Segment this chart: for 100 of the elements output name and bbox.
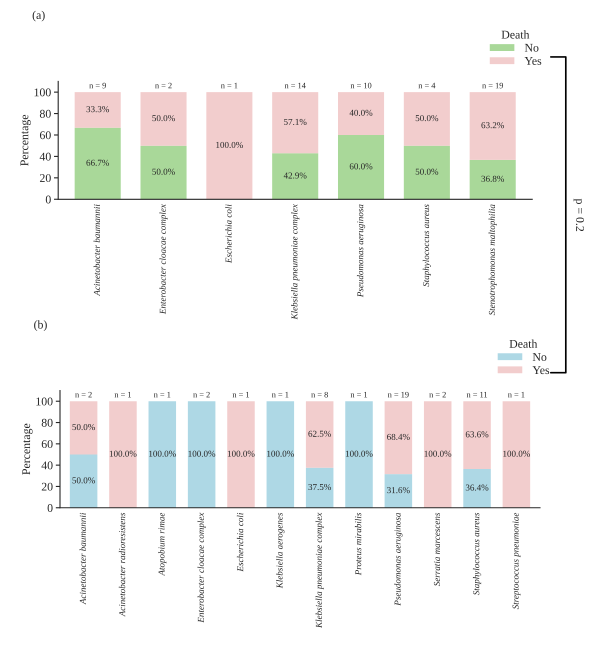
bar <box>384 474 412 508</box>
data-label: 42.9% <box>284 172 307 179</box>
x-tick-label: Enterobacter cloacae complex <box>198 512 206 623</box>
data-label: 31.6% <box>387 487 410 494</box>
legend-label: No <box>524 44 538 52</box>
x-tick-label: Acinetobacter baumannii <box>80 512 86 605</box>
data-label: 100.0% <box>346 450 373 457</box>
bar <box>470 92 516 160</box>
bar <box>74 92 121 128</box>
bar <box>70 454 98 508</box>
y-tick-label: 60 <box>40 131 51 140</box>
x-tick-label: Staphylococcus aureus <box>472 512 482 596</box>
bar <box>404 92 450 146</box>
bar <box>404 146 450 200</box>
annotation: n = 2 <box>75 392 92 398</box>
bar <box>148 401 176 508</box>
annotation: n = 1 <box>114 392 132 398</box>
annotation: n = 9 <box>89 82 106 88</box>
data-label: 36.4% <box>466 484 488 491</box>
y-tick-label: 40 <box>40 152 51 161</box>
x-tick-label: Stenotrophomonas maltophilia <box>488 204 497 316</box>
annotation: n = 4 <box>418 82 436 88</box>
y-axis-title: Percentage <box>20 114 31 166</box>
data-label: 37.5% <box>308 484 332 490</box>
annotation: n = 1 <box>350 392 368 398</box>
annotation: n = 19 <box>482 82 504 88</box>
data-label: 50.0% <box>152 168 175 175</box>
data-label: 50.0% <box>72 477 95 484</box>
data-label: 66.7% <box>86 160 110 166</box>
data-label: 100.0% <box>228 450 255 457</box>
bar <box>206 92 252 200</box>
data-label: 50.0% <box>72 424 95 430</box>
bar <box>345 401 373 508</box>
annotation: n = 1 <box>232 392 250 398</box>
bar <box>338 134 384 200</box>
y-tick-label: 100 <box>36 397 53 406</box>
bar <box>306 468 334 508</box>
annotation: n = 8 <box>311 392 328 398</box>
x-tick-label: Escherichia coli <box>225 204 232 264</box>
chart-title: (a) <box>32 10 45 22</box>
data-label: 60.0% <box>350 163 372 170</box>
annotation: n = 10 <box>350 82 372 88</box>
chart-title: (b) <box>34 320 47 331</box>
x-tick-label: Streptococcus pneumoniae <box>512 512 520 610</box>
legend-label: No <box>532 353 546 361</box>
legend-label: Yes <box>524 57 542 65</box>
data-label: 57.1% <box>284 118 307 126</box>
legend-title: Death <box>510 340 538 348</box>
y-tick-label: 20 <box>42 482 53 491</box>
y-tick-label: 100 <box>34 88 51 96</box>
bar <box>470 160 516 200</box>
data-label: 68.4% <box>387 434 410 440</box>
data-label: 100.0% <box>424 450 452 457</box>
annotation: n = 19 <box>388 392 409 398</box>
data-label: 50.0% <box>416 168 438 175</box>
data-label: 36.8% <box>481 176 504 182</box>
data-label: 100.0% <box>110 450 137 457</box>
x-tick-label: Pseudomonas aeruginosa <box>356 204 366 298</box>
bar <box>109 401 137 508</box>
annotation: n = 14 <box>284 82 306 88</box>
bar <box>188 401 216 508</box>
bar <box>272 153 318 200</box>
y-tick-label: 0 <box>46 196 51 204</box>
x-tick-label: Staphylococcus aureus <box>422 204 431 287</box>
data-label: 100.0% <box>149 450 176 457</box>
bar <box>424 401 452 508</box>
y-tick-label: 80 <box>42 418 53 427</box>
data-label: 100.0% <box>267 450 294 457</box>
data-label: 50.0% <box>152 115 175 122</box>
data-label: 33.3% <box>86 106 110 112</box>
data-label: 63.6% <box>466 431 488 438</box>
annotation: n = 1 <box>272 392 288 398</box>
legend-label: Yes <box>532 366 550 374</box>
x-tick-label: Klebsiella pneumoniae complex <box>291 204 300 320</box>
bar <box>140 146 187 200</box>
x-tick-label: Pseudomonas aeruginosa <box>394 512 402 606</box>
annotation: n = 1 <box>220 82 238 88</box>
data-label: 63.2% <box>481 122 504 128</box>
y-tick-label: 60 <box>42 440 53 448</box>
x-tick-label: Proteus mirabilis <box>354 512 362 576</box>
bar <box>306 401 334 468</box>
y-axis-title: Percentage <box>22 424 33 475</box>
x-tick-label: Klebsiella aerogenes <box>276 512 284 588</box>
data-label: 62.5% <box>308 430 332 437</box>
bar <box>384 401 412 474</box>
x-tick-label: Atopobium rimae <box>158 512 166 576</box>
bar <box>140 92 187 146</box>
bar <box>70 401 98 454</box>
data-label: 50.0% <box>416 115 438 122</box>
x-tick-label: Escherichia coli <box>236 512 244 572</box>
legend-title: Death <box>502 30 530 39</box>
data-label: 100.0% <box>188 450 216 457</box>
x-tick-label: Enterobacter cloacae complex <box>159 204 168 314</box>
annotation: n = 2 <box>193 392 210 398</box>
bar <box>74 128 121 200</box>
annotation: n = 2 <box>429 392 446 398</box>
bar <box>338 92 384 135</box>
x-tick-label: Klebsiella pneumoniae complex <box>316 512 324 628</box>
bar <box>502 401 530 508</box>
data-label: 100.0% <box>503 450 530 457</box>
